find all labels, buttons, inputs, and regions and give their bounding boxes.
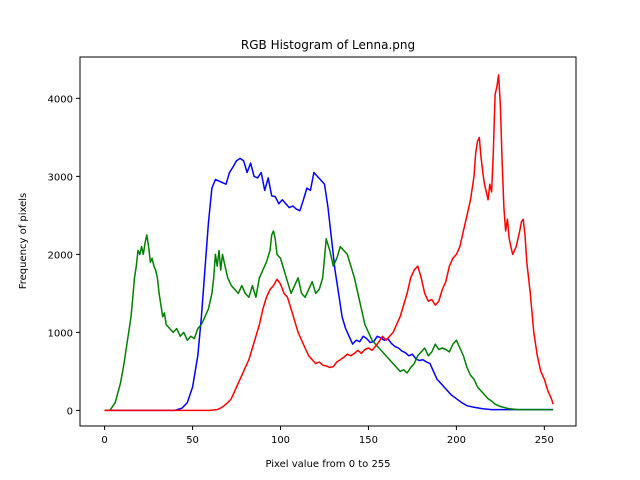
y-tick-label: 0	[67, 406, 73, 417]
series-line-2	[104, 74, 554, 412]
x-tick-label: 50	[186, 435, 199, 446]
series-layer	[104, 74, 554, 412]
y-axis-label: Frequency of pixels	[18, 193, 29, 290]
x-tick-label: 200	[447, 435, 466, 446]
x-tick-label: 150	[359, 435, 378, 446]
y-tick-label: 3000	[48, 172, 73, 183]
plot-frame	[79, 56, 577, 427]
chart-title: RGB Histogram of Lenna.png	[241, 38, 415, 52]
x-axis-label: Pixel value from 0 to 255	[265, 459, 390, 470]
x-tick-label: 100	[271, 435, 290, 446]
y-tick-label: 2000	[48, 250, 73, 261]
y-tick-label: 1000	[48, 328, 73, 339]
x-tick-label: 250	[535, 435, 554, 446]
x-tick-label: 0	[101, 435, 107, 446]
series-line-0	[104, 157, 554, 412]
series-line-1	[109, 230, 554, 411]
y-tick-label: 4000	[48, 94, 73, 105]
y-axis-ticks: 0 1000 2000 3000 4000	[48, 94, 80, 417]
x-axis-ticks: 0 50 100 150 200 250	[101, 426, 554, 446]
